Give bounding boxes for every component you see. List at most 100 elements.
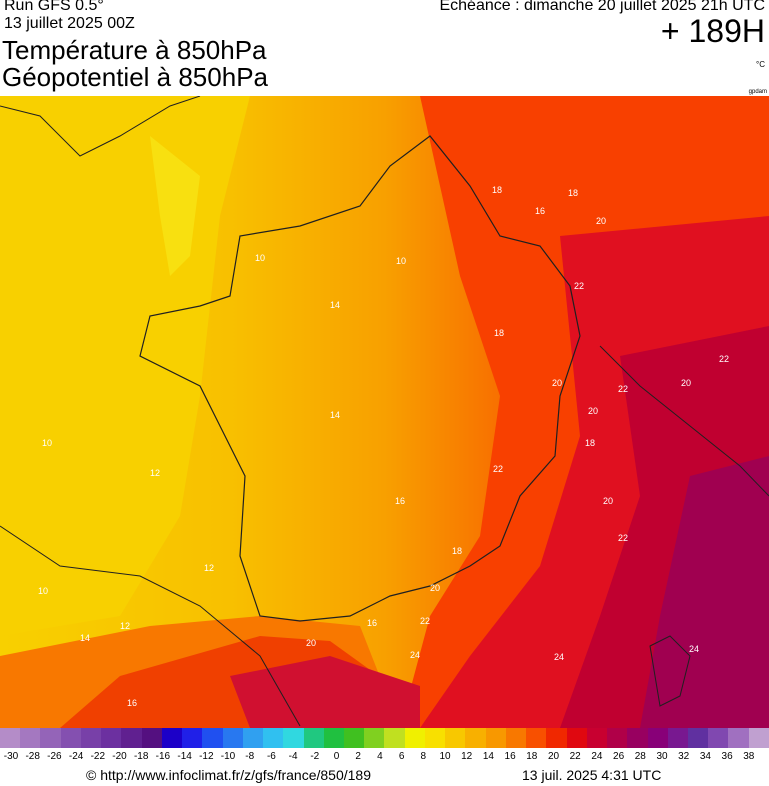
color-scale-swatch <box>607 728 628 748</box>
contour-label: 20 <box>681 378 691 388</box>
contour-label: 12 <box>204 563 214 573</box>
color-scale-label: 30 <box>656 751 668 762</box>
contour-label: 10 <box>396 256 406 266</box>
color-scale-swatch <box>445 728 466 748</box>
contour-label: 18 <box>585 438 595 448</box>
contour-label: 22 <box>618 384 628 394</box>
small-credit: gpdam <box>748 89 767 95</box>
contour-label: 22 <box>574 281 584 291</box>
color-scale-swatch <box>546 728 567 748</box>
contour-label: 12 <box>120 621 130 631</box>
color-scale-label: -28 <box>25 751 40 762</box>
contour-label: 14 <box>330 410 340 420</box>
color-scale-swatch <box>586 728 608 748</box>
color-scale-labels: -30 -28 -26 -24 -22 -20 -18 -16 -14 -12 -10 -8 -6 -4-… <box>0 750 769 766</box>
contour-label: 20 <box>603 496 613 506</box>
color-scale-label: 18 <box>526 751 538 762</box>
color-scale-label: -22 <box>90 751 106 762</box>
model-run-date: 13 juillet 2025 00Z <box>4 15 135 32</box>
contour-label: 14 <box>80 633 90 643</box>
color-scale-label: -10 <box>220 751 236 762</box>
contour-label: 22 <box>719 354 729 364</box>
contour-label: 22 <box>618 533 628 543</box>
contour-label: 20 <box>306 638 316 648</box>
color-scale-label: -4 <box>288 751 298 762</box>
source-url: © http://www.infoclimat.fr/z/gfs/france/… <box>86 767 371 783</box>
color-scale-swatch <box>485 728 506 748</box>
spain-coast <box>0 525 301 727</box>
contour-label: 18 <box>492 185 502 195</box>
color-scale-label: 26 <box>613 751 625 762</box>
color-scale-swatch <box>687 728 709 748</box>
color-scale-swatch <box>384 728 405 748</box>
contour-label: 18 <box>452 546 462 556</box>
model-run-label: Run GFS 0.5° <box>4 0 104 14</box>
color-scale-label: -16 <box>155 751 171 762</box>
color-scale-label: 0 <box>333 751 340 762</box>
color-scale-swatch <box>263 728 284 748</box>
contour-label: 24 <box>554 652 564 662</box>
color-scale-label: 10 <box>439 751 451 762</box>
color-scale-label: 32 <box>678 751 690 762</box>
color-scale-swatch <box>222 728 243 748</box>
color-scale-swatch <box>60 728 81 748</box>
contour-label: 20 <box>596 216 606 226</box>
france-outline <box>139 135 581 622</box>
contour-label: 10 <box>42 438 52 448</box>
color-scale-label: -6 <box>266 751 276 762</box>
contour-label: 18 <box>568 188 578 198</box>
color-scale-label: 38 <box>743 751 755 762</box>
color-scale-swatch <box>748 728 769 748</box>
color-scale-label: -20 <box>112 751 127 762</box>
contour-label: 18 <box>494 328 504 338</box>
color-scale-swatch <box>364 728 385 748</box>
color-scale-swatch <box>526 728 547 748</box>
color-scale-swatch <box>121 728 142 748</box>
color-scale-swatch <box>505 728 527 748</box>
forecast-hours: + 189H <box>660 13 765 49</box>
color-scale-swatch <box>80 728 102 748</box>
color-scale-label: -8 <box>245 751 255 762</box>
color-scale-label: 14 <box>482 751 494 762</box>
color-scale-label: -18 <box>133 751 149 762</box>
map-canvas: 10 10 10 10 12 12 12 14 14 14 16 16 16 1… <box>0 96 769 728</box>
color-scale-label: -14 <box>177 751 192 762</box>
color-scale-swatch <box>647 728 668 748</box>
color-scale-label: -12 <box>199 751 214 762</box>
color-scale-label: 4 <box>377 751 383 762</box>
contour-label: 22 <box>493 464 503 474</box>
unit-label: °C <box>756 60 765 69</box>
color-scale-swatch <box>303 728 324 748</box>
color-scale-swatch <box>728 728 749 748</box>
color-scale-swatch <box>627 728 648 748</box>
contour-label: 20 <box>552 378 562 388</box>
uk-coast <box>0 96 201 157</box>
generation-timestamp: 13 juil. 2025 4:31 UTC <box>522 767 662 783</box>
contour-label: 16 <box>395 496 405 506</box>
color-scale-label: 36 <box>721 751 733 762</box>
color-scale-swatch <box>40 728 61 748</box>
color-scale-swatch <box>101 728 122 748</box>
color-scale-label: -24 <box>68 751 84 762</box>
color-scale-swatch <box>323 728 344 748</box>
color-scale-swatch <box>424 728 446 748</box>
contour-label: 10 <box>255 253 265 263</box>
contour-label: 14 <box>330 300 340 310</box>
color-scale-swatch <box>708 728 729 748</box>
color-scale-swatch <box>404 728 425 748</box>
color-scale-swatch <box>202 728 223 748</box>
color-scale-swatch <box>0 728 21 748</box>
extreme-zone-east <box>640 456 769 728</box>
color-scale-label: 16 <box>504 751 516 762</box>
contour-label: 16 <box>535 206 545 216</box>
color-scale-swatch <box>667 728 688 748</box>
corsica-outline <box>649 635 691 707</box>
color-scale-label: 34 <box>699 751 711 762</box>
color-scale-swatch <box>343 728 365 748</box>
color-scale-label: 6 <box>398 751 405 762</box>
contour-label: 20 <box>588 406 598 416</box>
color-scale-swatch <box>566 728 587 748</box>
contour-label: 16 <box>127 698 137 708</box>
color-scale-label: 20 <box>547 751 560 762</box>
contour-label: 24 <box>410 650 420 660</box>
